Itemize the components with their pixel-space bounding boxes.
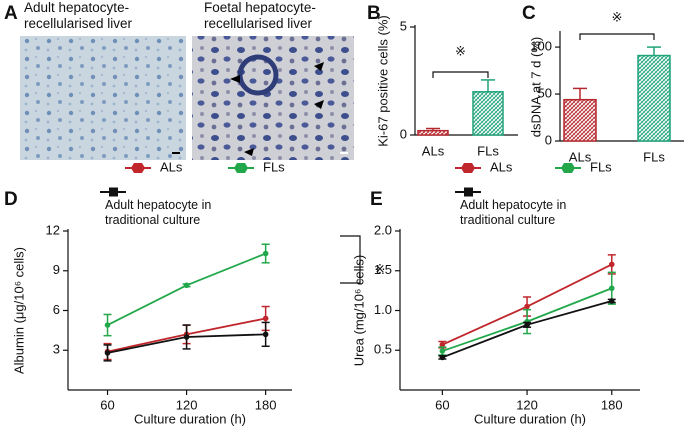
legend-label: Adult hepatocyte in traditional culture bbox=[460, 198, 567, 227]
legend-label: ALs bbox=[160, 159, 183, 174]
point bbox=[524, 303, 530, 310]
significance-mark: ※ bbox=[612, 9, 623, 24]
x-tick-label: 180 bbox=[601, 397, 623, 412]
significance-bracket bbox=[432, 71, 489, 78]
point bbox=[608, 285, 615, 292]
error-bar bbox=[481, 79, 495, 92]
point bbox=[104, 322, 111, 328]
x-tick-label: ALs bbox=[569, 149, 592, 164]
panel-label: A bbox=[4, 3, 18, 24]
x-tick-label: 120 bbox=[516, 397, 538, 412]
x-tick-label: 120 bbox=[176, 397, 198, 412]
y-tick-label: 0.5 bbox=[374, 342, 392, 357]
image-caption: Adult hepatocyte-recellularised liver bbox=[24, 0, 133, 31]
x-axis-label: Culture duration (h) bbox=[134, 411, 246, 426]
bar bbox=[472, 91, 504, 136]
legend-marker bbox=[131, 163, 145, 173]
y-tick-label: 0 bbox=[545, 132, 552, 147]
y-tick-label: 6 bbox=[53, 302, 60, 317]
point bbox=[262, 331, 269, 338]
caption-box: Foetal hepatocyte-recellularised liver bbox=[204, 0, 316, 31]
bar bbox=[563, 98, 597, 142]
x-tick-label: FLs bbox=[477, 143, 499, 158]
significance-mark: ※ bbox=[375, 261, 386, 276]
error-bar bbox=[426, 127, 440, 131]
legend-label: FLs bbox=[590, 159, 612, 174]
point bbox=[183, 282, 190, 289]
x-tick-label: 180 bbox=[255, 397, 277, 412]
y-tick-label: 1.0 bbox=[374, 302, 392, 317]
y-tick-label: 100 bbox=[530, 39, 552, 54]
legend-marker bbox=[464, 187, 473, 197]
panel-label: D bbox=[4, 189, 18, 210]
y-tick-label: 5 bbox=[400, 18, 407, 33]
series-line bbox=[107, 252, 266, 326]
legend-box: Adult hepatocyte in traditional culture bbox=[460, 198, 567, 227]
panel-label: C bbox=[522, 3, 536, 24]
significance-bracket bbox=[579, 33, 655, 40]
micrograph bbox=[192, 36, 354, 160]
y-tick-label: 2.0 bbox=[374, 222, 392, 237]
y-tick-label: 1.5 bbox=[374, 262, 392, 277]
image-caption: Foetal hepatocyte-recellularised liver bbox=[204, 0, 316, 31]
legend-label: FLs bbox=[263, 159, 285, 174]
bar bbox=[417, 129, 449, 136]
y-tick-label: 50 bbox=[538, 85, 552, 100]
point bbox=[262, 315, 269, 322]
y-tick-label: 0 bbox=[400, 126, 407, 141]
legend-marker bbox=[461, 163, 475, 173]
micrograph bbox=[20, 36, 186, 160]
bar bbox=[637, 54, 671, 142]
y-axis-label: dsDNA at 7 d (%) bbox=[528, 37, 543, 137]
y-tick-label: 9 bbox=[53, 262, 60, 277]
legend-label: Adult hepatocyte in traditional culture bbox=[105, 198, 212, 227]
point bbox=[439, 341, 446, 348]
legend-box: Adult hepatocyte in traditional culture bbox=[105, 198, 212, 227]
y-axis-label: Urea (mg/10⁶ cells) bbox=[351, 255, 366, 367]
y-axis-label: Albumin (μg/10⁶ cells) bbox=[11, 247, 26, 374]
x-tick-label: ALs bbox=[422, 143, 445, 158]
legend-marker bbox=[561, 163, 575, 173]
significance-mark: ※ bbox=[455, 43, 466, 58]
error-bar bbox=[647, 46, 661, 56]
error-bar bbox=[573, 87, 587, 100]
caption-box: Adult hepatocyte-recellularised liver bbox=[24, 0, 133, 31]
point bbox=[183, 334, 190, 340]
significance-bracket bbox=[340, 235, 361, 284]
point bbox=[439, 348, 446, 354]
x-axis-label: Culture duration (h) bbox=[474, 411, 586, 426]
point bbox=[524, 322, 530, 328]
y-tick-label: 12 bbox=[46, 222, 60, 237]
point bbox=[608, 261, 615, 268]
panel-label: E bbox=[370, 189, 383, 210]
point bbox=[262, 250, 269, 257]
point bbox=[439, 354, 446, 361]
legend-label: ALs bbox=[490, 159, 513, 174]
legend-marker bbox=[234, 163, 248, 173]
x-tick-label: 60 bbox=[100, 397, 114, 412]
x-tick-label: FLs bbox=[643, 149, 665, 164]
x-tick-label: 60 bbox=[435, 397, 449, 412]
y-tick-label: 3 bbox=[53, 342, 60, 357]
point bbox=[104, 350, 111, 356]
panel-label: B bbox=[367, 3, 381, 24]
legend-marker bbox=[109, 187, 118, 197]
y-axis-label: Ki-67 positive cells (%) bbox=[375, 15, 390, 147]
point bbox=[608, 298, 615, 304]
